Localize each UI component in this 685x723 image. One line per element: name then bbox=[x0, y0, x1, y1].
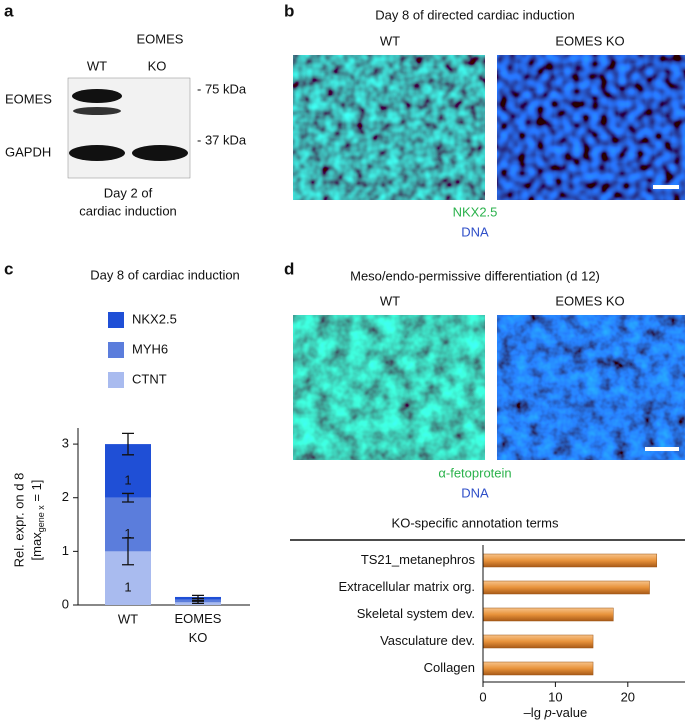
panel-title: Meso/endo-permissive differentiation (d … bbox=[350, 268, 600, 283]
chart-title: Day 8 of cardiac induction bbox=[90, 267, 240, 282]
band bbox=[72, 89, 122, 103]
marker: - 75 kDa bbox=[197, 81, 247, 96]
y-tick-label: 1 bbox=[62, 543, 69, 558]
micrograph bbox=[497, 315, 685, 460]
stain-label: NKX2.5 bbox=[453, 204, 498, 219]
panel-label: d bbox=[284, 259, 294, 278]
scale-bar bbox=[653, 185, 679, 189]
data-label: 1 bbox=[124, 580, 131, 595]
y-axis-note-part: gene x bbox=[36, 505, 46, 533]
y-tick-label: Collagen bbox=[424, 660, 475, 675]
micrograph bbox=[293, 315, 485, 460]
image-label: EOMES KO bbox=[555, 33, 624, 48]
chart-title: KO-specific annotation terms bbox=[392, 515, 559, 530]
marker: - 37 kDa bbox=[197, 132, 247, 147]
error-bar bbox=[122, 492, 134, 503]
legend-swatch bbox=[108, 372, 124, 388]
y-tick-label: 3 bbox=[62, 436, 69, 451]
x-tick-label: 20 bbox=[621, 689, 635, 704]
data-label: 1 bbox=[124, 526, 131, 541]
y-axis-note-part: [max bbox=[29, 532, 44, 561]
legend-swatch bbox=[108, 312, 124, 328]
band bbox=[73, 107, 121, 115]
stain-label: DNA bbox=[461, 485, 489, 500]
panel-label: c bbox=[4, 259, 13, 278]
y-tick-label: Vasculature dev. bbox=[380, 633, 475, 648]
error-bar bbox=[122, 537, 134, 566]
row-label: EOMES bbox=[5, 91, 52, 106]
panel-label: b bbox=[284, 1, 294, 20]
y-tick-label: 0 bbox=[62, 596, 69, 611]
y-axis-note: [maxgene x = 1] bbox=[29, 480, 46, 561]
legend-label: MYH6 bbox=[132, 341, 168, 356]
legend-swatch bbox=[108, 342, 124, 358]
bar bbox=[482, 634, 594, 649]
x-axis-label-part: -value bbox=[552, 705, 587, 720]
bar bbox=[482, 580, 650, 595]
row-label: GAPDH bbox=[5, 144, 51, 159]
y-tick-label: TS21_metanephros bbox=[361, 552, 476, 567]
stain-label: α-fetoprotein bbox=[438, 465, 511, 480]
image-label: EOMES KO bbox=[555, 293, 624, 308]
bar bbox=[482, 553, 658, 568]
image-label: WT bbox=[380, 293, 400, 308]
band bbox=[69, 145, 125, 161]
micrograph bbox=[293, 55, 485, 200]
y-axis-note-part: = 1] bbox=[29, 480, 44, 506]
x-tick-label: 10 bbox=[548, 689, 562, 704]
x-tick-label: EOMES KO bbox=[175, 611, 222, 645]
y-tick-label: Extracellular matrix org. bbox=[338, 579, 475, 594]
y-tick-label: 2 bbox=[62, 489, 69, 504]
x-axis-label-part: –lg bbox=[524, 705, 545, 720]
panel-label: a bbox=[4, 1, 14, 20]
blot-header: EOMES bbox=[137, 31, 184, 46]
y-tick-label: Skeletal system dev. bbox=[357, 606, 475, 621]
caption: Day 2 of bbox=[104, 185, 153, 200]
y-axis-label: Rel. expr. on d 8 bbox=[11, 473, 26, 568]
bar bbox=[482, 661, 594, 676]
x-axis-label-part: p bbox=[544, 705, 552, 720]
data-label: 1 bbox=[124, 472, 131, 487]
caption: cardiac induction bbox=[79, 203, 177, 218]
legend-label: NKX2.5 bbox=[132, 311, 177, 326]
x-tick-label: WT bbox=[118, 611, 138, 626]
lane-label: WT bbox=[87, 58, 107, 73]
band bbox=[132, 145, 188, 161]
error-bar bbox=[122, 432, 134, 456]
x-axis-label: –lg p-value bbox=[524, 705, 588, 720]
x-tick-label: 0 bbox=[479, 689, 486, 704]
error-bar bbox=[192, 594, 204, 600]
panel-title: Day 8 of directed cardiac induction bbox=[375, 7, 574, 22]
legend-label: CTNT bbox=[132, 371, 167, 386]
micrograph bbox=[497, 55, 685, 200]
bar bbox=[482, 607, 614, 622]
scale-bar bbox=[645, 447, 679, 451]
lane-label: KO bbox=[148, 58, 167, 73]
image-label: WT bbox=[380, 33, 400, 48]
stain-label: DNA bbox=[461, 224, 489, 239]
